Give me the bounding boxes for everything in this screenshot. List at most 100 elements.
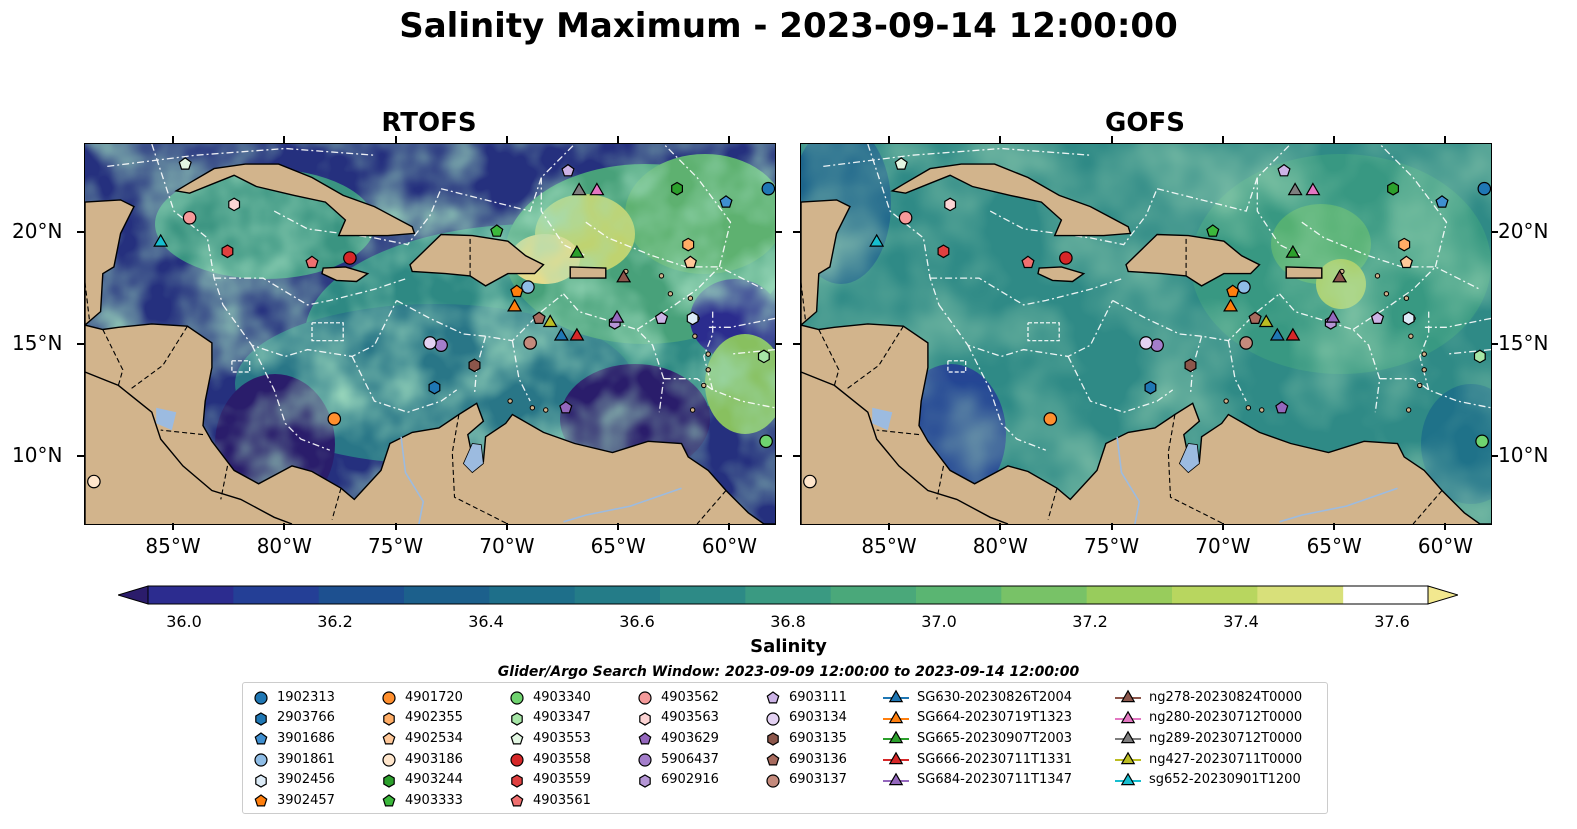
rtofs-marker-12 [490,224,504,237]
legend-label: 6903134 [789,710,847,726]
legend-item: 4903553 [509,728,591,749]
gofs-marker-35 [1305,182,1321,196]
legend-marker [510,732,524,745]
legend-label: 6903137 [789,772,847,788]
lon-tick-label: 75°W [367,534,424,558]
colorbar-label: Salinity [750,636,827,657]
rtofs-marker-28 [523,336,537,350]
rtofs-marker-31 [569,244,585,258]
legend-label: 4903561 [533,792,591,808]
land-yucatan [801,199,851,327]
rtofs-marker-24 [654,311,669,324]
legend-marker [382,753,396,767]
legend-marker [510,794,524,807]
colorbar-gradient [116,585,1460,605]
legend-label: 6902916 [661,772,719,788]
gofs-marker-38 [869,233,885,247]
legend-item: SG630-20230826T2004 [883,687,1072,708]
legend-marker [888,710,904,724]
pentagon-icon [510,732,524,745]
legend-label: SG630-20230826T2004 [917,689,1073,705]
hexagon-icon [511,773,523,788]
legend-label: 3901861 [277,751,335,767]
legend-marker [1120,772,1136,785]
gofs-marker-7 [1398,237,1411,252]
legend-marker [254,732,268,745]
legend-item: 4903629 [637,728,719,749]
gofs-marker-18 [1021,255,1035,269]
legend-column: ng278-20230824T0000 ng280-20230712T0000 ng… [1115,687,1302,790]
legend-label: 3902456 [277,772,335,788]
legend-item: 3901686 [253,728,335,749]
gofs-marker-13 [1475,434,1489,449]
legend-item: 6903136 [765,749,847,770]
lat-tick-label-left: 15°N [12,331,63,356]
legend-item: 4903333 [381,790,463,811]
legend-marker [255,773,267,788]
legend-item: 4903347 [509,708,591,729]
gofs-marker-3 [1144,380,1157,395]
pentagon-icon [382,794,396,807]
pentagon-icon [254,794,268,807]
circle-icon [510,691,524,705]
legend-item: 1902313 [253,687,335,708]
legend-label: ng278-20230824T0000 [1149,689,1303,705]
rtofs-marker-8 [683,255,698,269]
hexagon-icon [511,712,523,726]
triangle-icon [1115,772,1141,785]
map-gofs [800,143,1492,525]
rtofs-marker-0 [761,181,775,196]
land-central [85,323,775,524]
panel-title-gofs: GOFS [1105,108,1185,138]
colorbar-tick-label: 36.0 [166,612,202,631]
hexagon-icon [639,773,651,788]
rtofs-marker-32 [569,327,585,341]
land-cuba [890,163,1132,237]
land-hispaniola [1125,233,1261,287]
gofs-marker-24 [1370,311,1385,324]
legend-label: sg652-20230901T1200 [1149,772,1301,788]
rtofs-marker-37 [542,314,558,328]
pentagon-icon [254,732,268,745]
rtofs-marker-3 [428,380,441,395]
gofs-marker-8 [1399,255,1414,269]
figure-title: Salinity Maximum - 2023-09-14 12:00:00 [399,6,1178,46]
triangle-icon [883,731,909,744]
pentagon-icon [510,794,524,807]
legend-label: ng427-20230711T0000 [1149,751,1303,767]
map-canvas-rtofs [85,144,775,524]
hexagon-icon [255,712,267,726]
gofs-marker-28 [1239,336,1253,350]
legend-label: SG666-20230711T1331 [917,751,1073,767]
rtofs-marker-15 [178,157,192,170]
legend-item: 4903562 [637,687,719,708]
gofs-marker-21 [1275,400,1289,414]
legend-item: ng289-20230712T0000 [1115,728,1302,749]
lat-tick-label-right: 20°N [1498,219,1549,244]
legend-item: 6903134 [765,708,847,729]
rtofs-marker-30 [507,298,523,312]
gofs-marker-15 [894,157,908,170]
gofs-marker-17 [937,244,950,259]
country-border [818,329,840,386]
gofs-marker-29 [1269,327,1285,341]
legend-marker [888,689,904,703]
legend-label: SG684-20230711T1347 [917,772,1073,788]
legend-marker [888,751,904,765]
legend-item: 3901861 [253,749,335,770]
legend-item: 4903244 [381,769,463,790]
legend-item: 6903137 [765,769,847,790]
rtofs-marker-36 [571,182,587,196]
legend-item: sg652-20230901T1200 [1115,769,1302,790]
legend-item: 4903563 [637,708,719,729]
gofs-marker-11 [1387,181,1400,196]
country-border [85,282,91,321]
legend-label: 4903340 [533,689,591,705]
rtofs-marker-25 [423,336,437,350]
rtofs-marker-5 [510,284,524,298]
legend-marker [766,774,780,788]
legend-item: 4903340 [509,687,591,708]
country-border [801,282,807,321]
legend-label: 4903347 [533,710,591,726]
gofs-marker-25 [1139,336,1153,350]
